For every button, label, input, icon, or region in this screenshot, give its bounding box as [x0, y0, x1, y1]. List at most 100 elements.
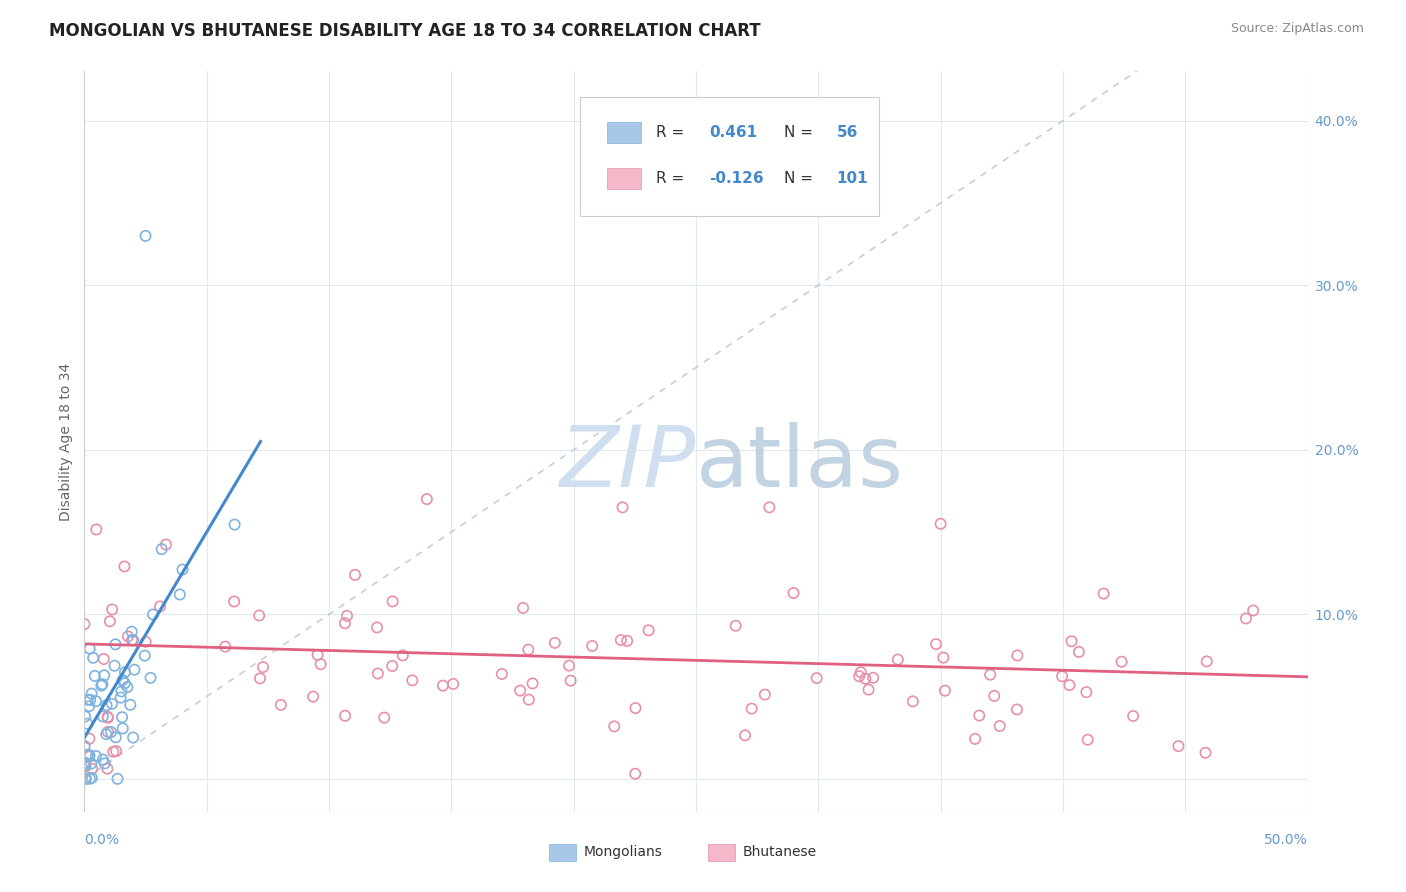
Point [101, 602, 124, 616]
Point [252, 660, 274, 674]
Point [270, 698, 292, 712]
Point [965, 731, 987, 746]
Point [741, 701, 763, 715]
Point [624, 766, 647, 780]
Point [75, 772, 97, 786]
Point [416, 492, 439, 507]
Point [1111, 655, 1133, 669]
Point [858, 682, 880, 697]
Point [979, 667, 1001, 681]
Point [758, 500, 780, 515]
Point [93, 652, 115, 666]
Point [79, 749, 101, 764]
Point [114, 559, 136, 574]
FancyBboxPatch shape [606, 122, 641, 144]
Point [114, 676, 136, 690]
Point [135, 634, 157, 648]
Point [90, 679, 112, 693]
Point [124, 663, 146, 677]
Point [1050, 669, 1073, 683]
Point [934, 683, 956, 698]
Text: R =: R = [655, 171, 689, 186]
Point [344, 568, 367, 582]
Point [76, 716, 98, 731]
Point [333, 708, 356, 723]
Text: 0.0%: 0.0% [84, 833, 120, 847]
Point [848, 669, 870, 683]
Point [100, 725, 122, 739]
Point [1059, 678, 1081, 692]
Point [121, 633, 143, 648]
Point [491, 667, 513, 681]
Point [75, 760, 97, 774]
Point [862, 671, 884, 685]
Point [79, 693, 101, 707]
Point [111, 722, 134, 736]
Point [214, 640, 236, 654]
Point [172, 563, 194, 577]
Point [142, 607, 165, 622]
Point [1005, 702, 1028, 716]
Point [333, 616, 356, 631]
Point [96, 727, 118, 741]
Point [73, 739, 96, 753]
Point [1234, 611, 1257, 625]
Point [80, 771, 103, 785]
Point [247, 608, 270, 623]
Point [224, 517, 246, 532]
Point [381, 659, 404, 673]
Point [135, 228, 157, 243]
Point [1195, 654, 1218, 668]
Point [932, 650, 955, 665]
Point [925, 637, 948, 651]
Point [967, 708, 990, 723]
Point [336, 608, 359, 623]
Point [782, 586, 804, 600]
FancyBboxPatch shape [579, 97, 880, 216]
Point [139, 671, 162, 685]
Point [91, 709, 114, 723]
Point [849, 665, 872, 680]
Point [754, 688, 776, 702]
Point [603, 719, 626, 733]
Point [104, 731, 127, 745]
Text: N =: N = [785, 125, 818, 140]
Point [93, 756, 115, 771]
Point [117, 630, 139, 644]
Point [522, 676, 544, 690]
Point [432, 679, 454, 693]
Text: MONGOLIAN VS BHUTANESE DISABILITY AGE 18 TO 34 CORRELATION CHART: MONGOLIAN VS BHUTANESE DISABILITY AGE 18… [49, 22, 761, 40]
Point [77, 699, 100, 714]
Point [134, 648, 156, 663]
Point [149, 599, 172, 614]
Point [169, 587, 191, 601]
Point [517, 692, 540, 706]
Text: 101: 101 [837, 171, 869, 186]
Point [79, 641, 101, 656]
Point [249, 672, 271, 686]
Point [581, 639, 603, 653]
Point [105, 744, 128, 758]
Text: -0.126: -0.126 [710, 171, 763, 186]
Point [73, 617, 96, 632]
Point [96, 762, 118, 776]
Point [983, 689, 1005, 703]
Point [107, 772, 129, 786]
Point [441, 677, 464, 691]
Point [82, 650, 104, 665]
Point [307, 648, 329, 662]
Point [80, 687, 103, 701]
Point [150, 542, 173, 557]
Point [101, 697, 124, 711]
Point [887, 652, 910, 666]
Point [624, 701, 647, 715]
Point [83, 669, 105, 683]
Point [855, 672, 877, 686]
Point [79, 748, 101, 763]
Point [734, 728, 756, 742]
Point [1007, 648, 1029, 663]
Text: ZIP: ZIP [560, 422, 696, 505]
Point [97, 711, 120, 725]
Point [929, 516, 952, 531]
Point [612, 500, 634, 515]
